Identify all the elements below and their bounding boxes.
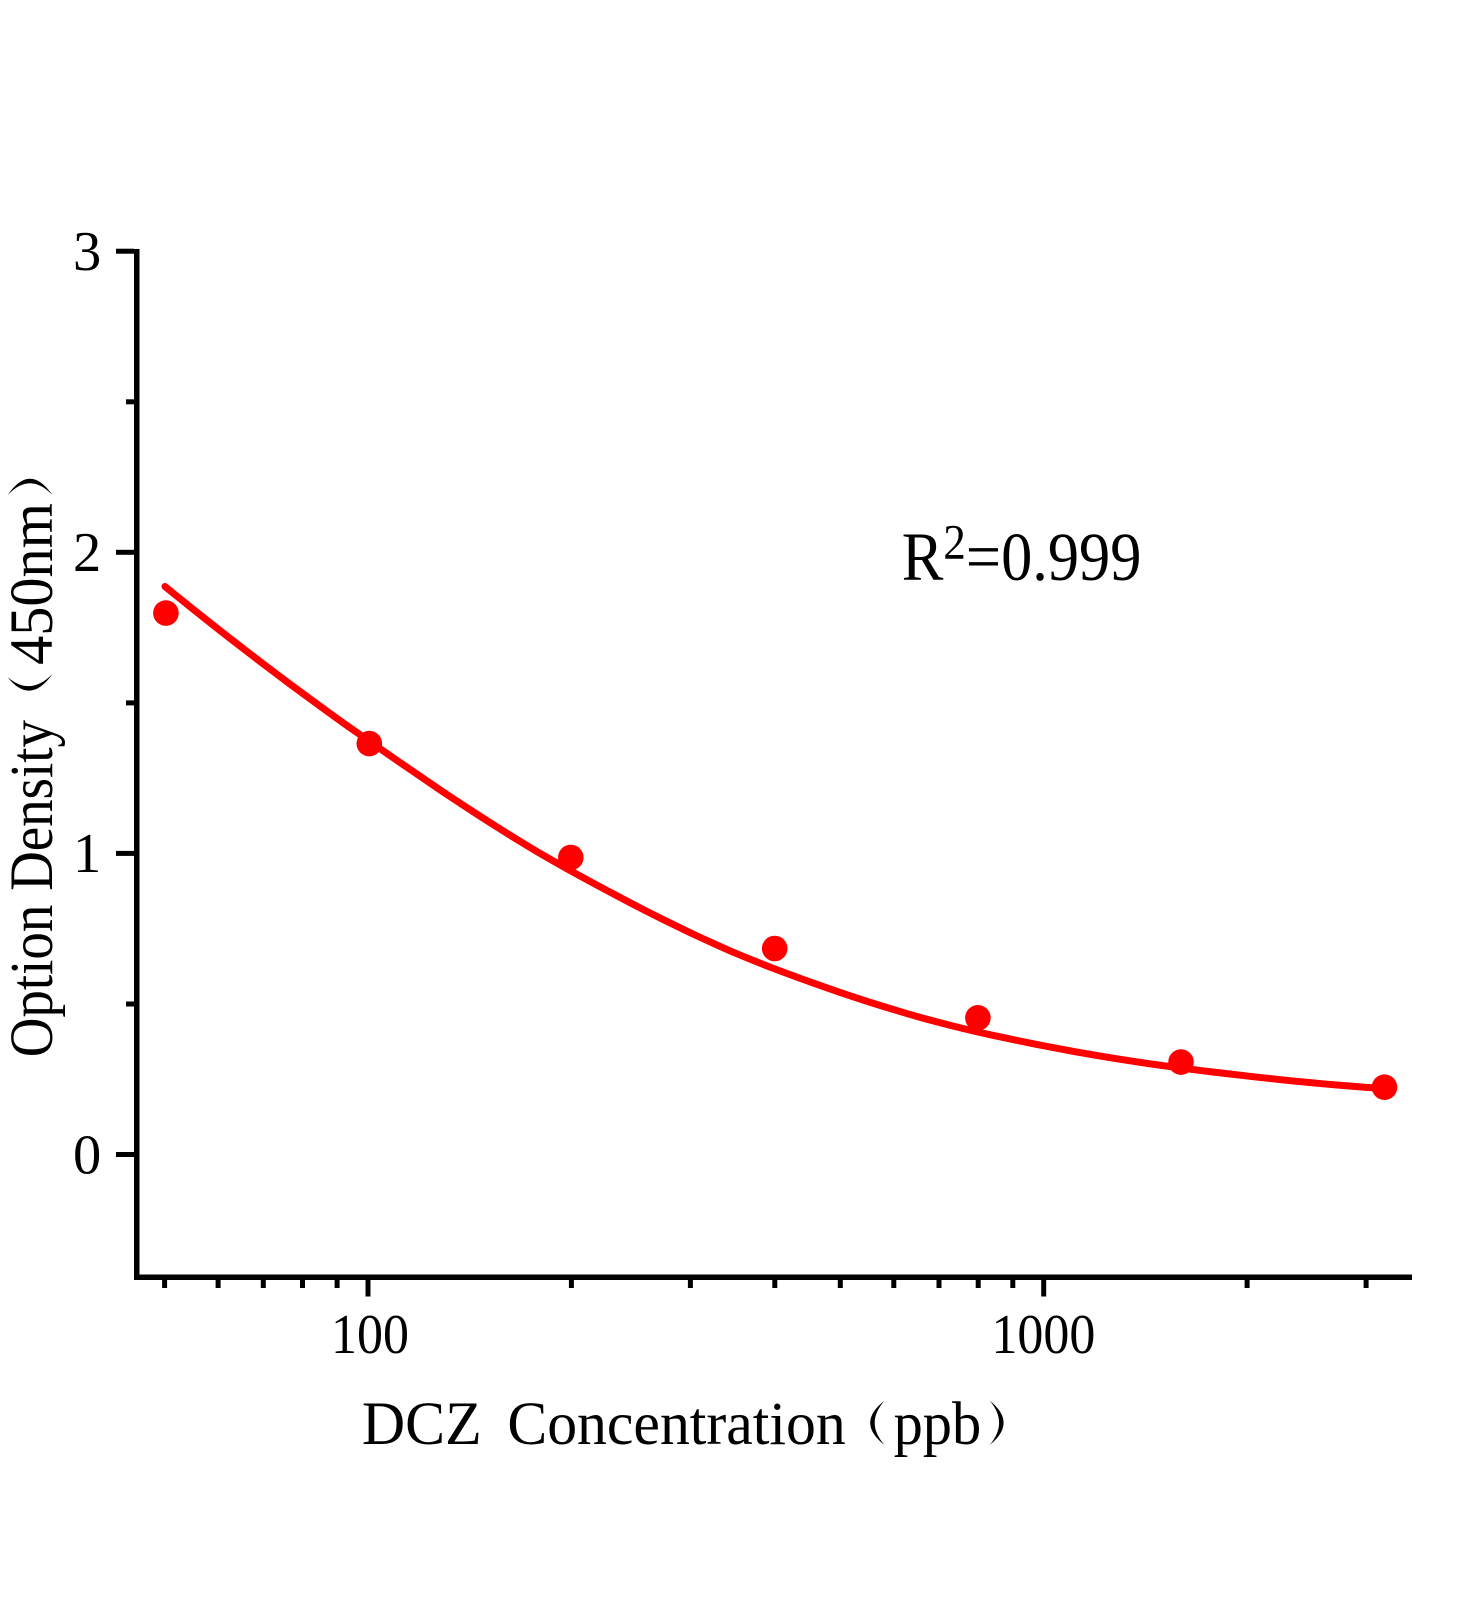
svg-text:DCZ: DCZ bbox=[362, 1391, 482, 1459]
svg-text:100: 100 bbox=[331, 1303, 409, 1365]
svg-text:R2=0.999: R2=0.999 bbox=[902, 515, 1142, 595]
svg-text:1000: 1000 bbox=[991, 1303, 1095, 1365]
svg-text:ppb: ppb bbox=[894, 1390, 982, 1457]
svg-text:1: 1 bbox=[73, 823, 101, 885]
svg-text:Option Density: Option Density bbox=[0, 720, 66, 1057]
svg-text:Concentration: Concentration bbox=[507, 1391, 845, 1459]
svg-text:0: 0 bbox=[73, 1124, 101, 1186]
svg-text:450nm: 450nm bbox=[0, 503, 65, 665]
svg-text:2: 2 bbox=[73, 522, 101, 584]
svg-text:3: 3 bbox=[73, 221, 101, 283]
